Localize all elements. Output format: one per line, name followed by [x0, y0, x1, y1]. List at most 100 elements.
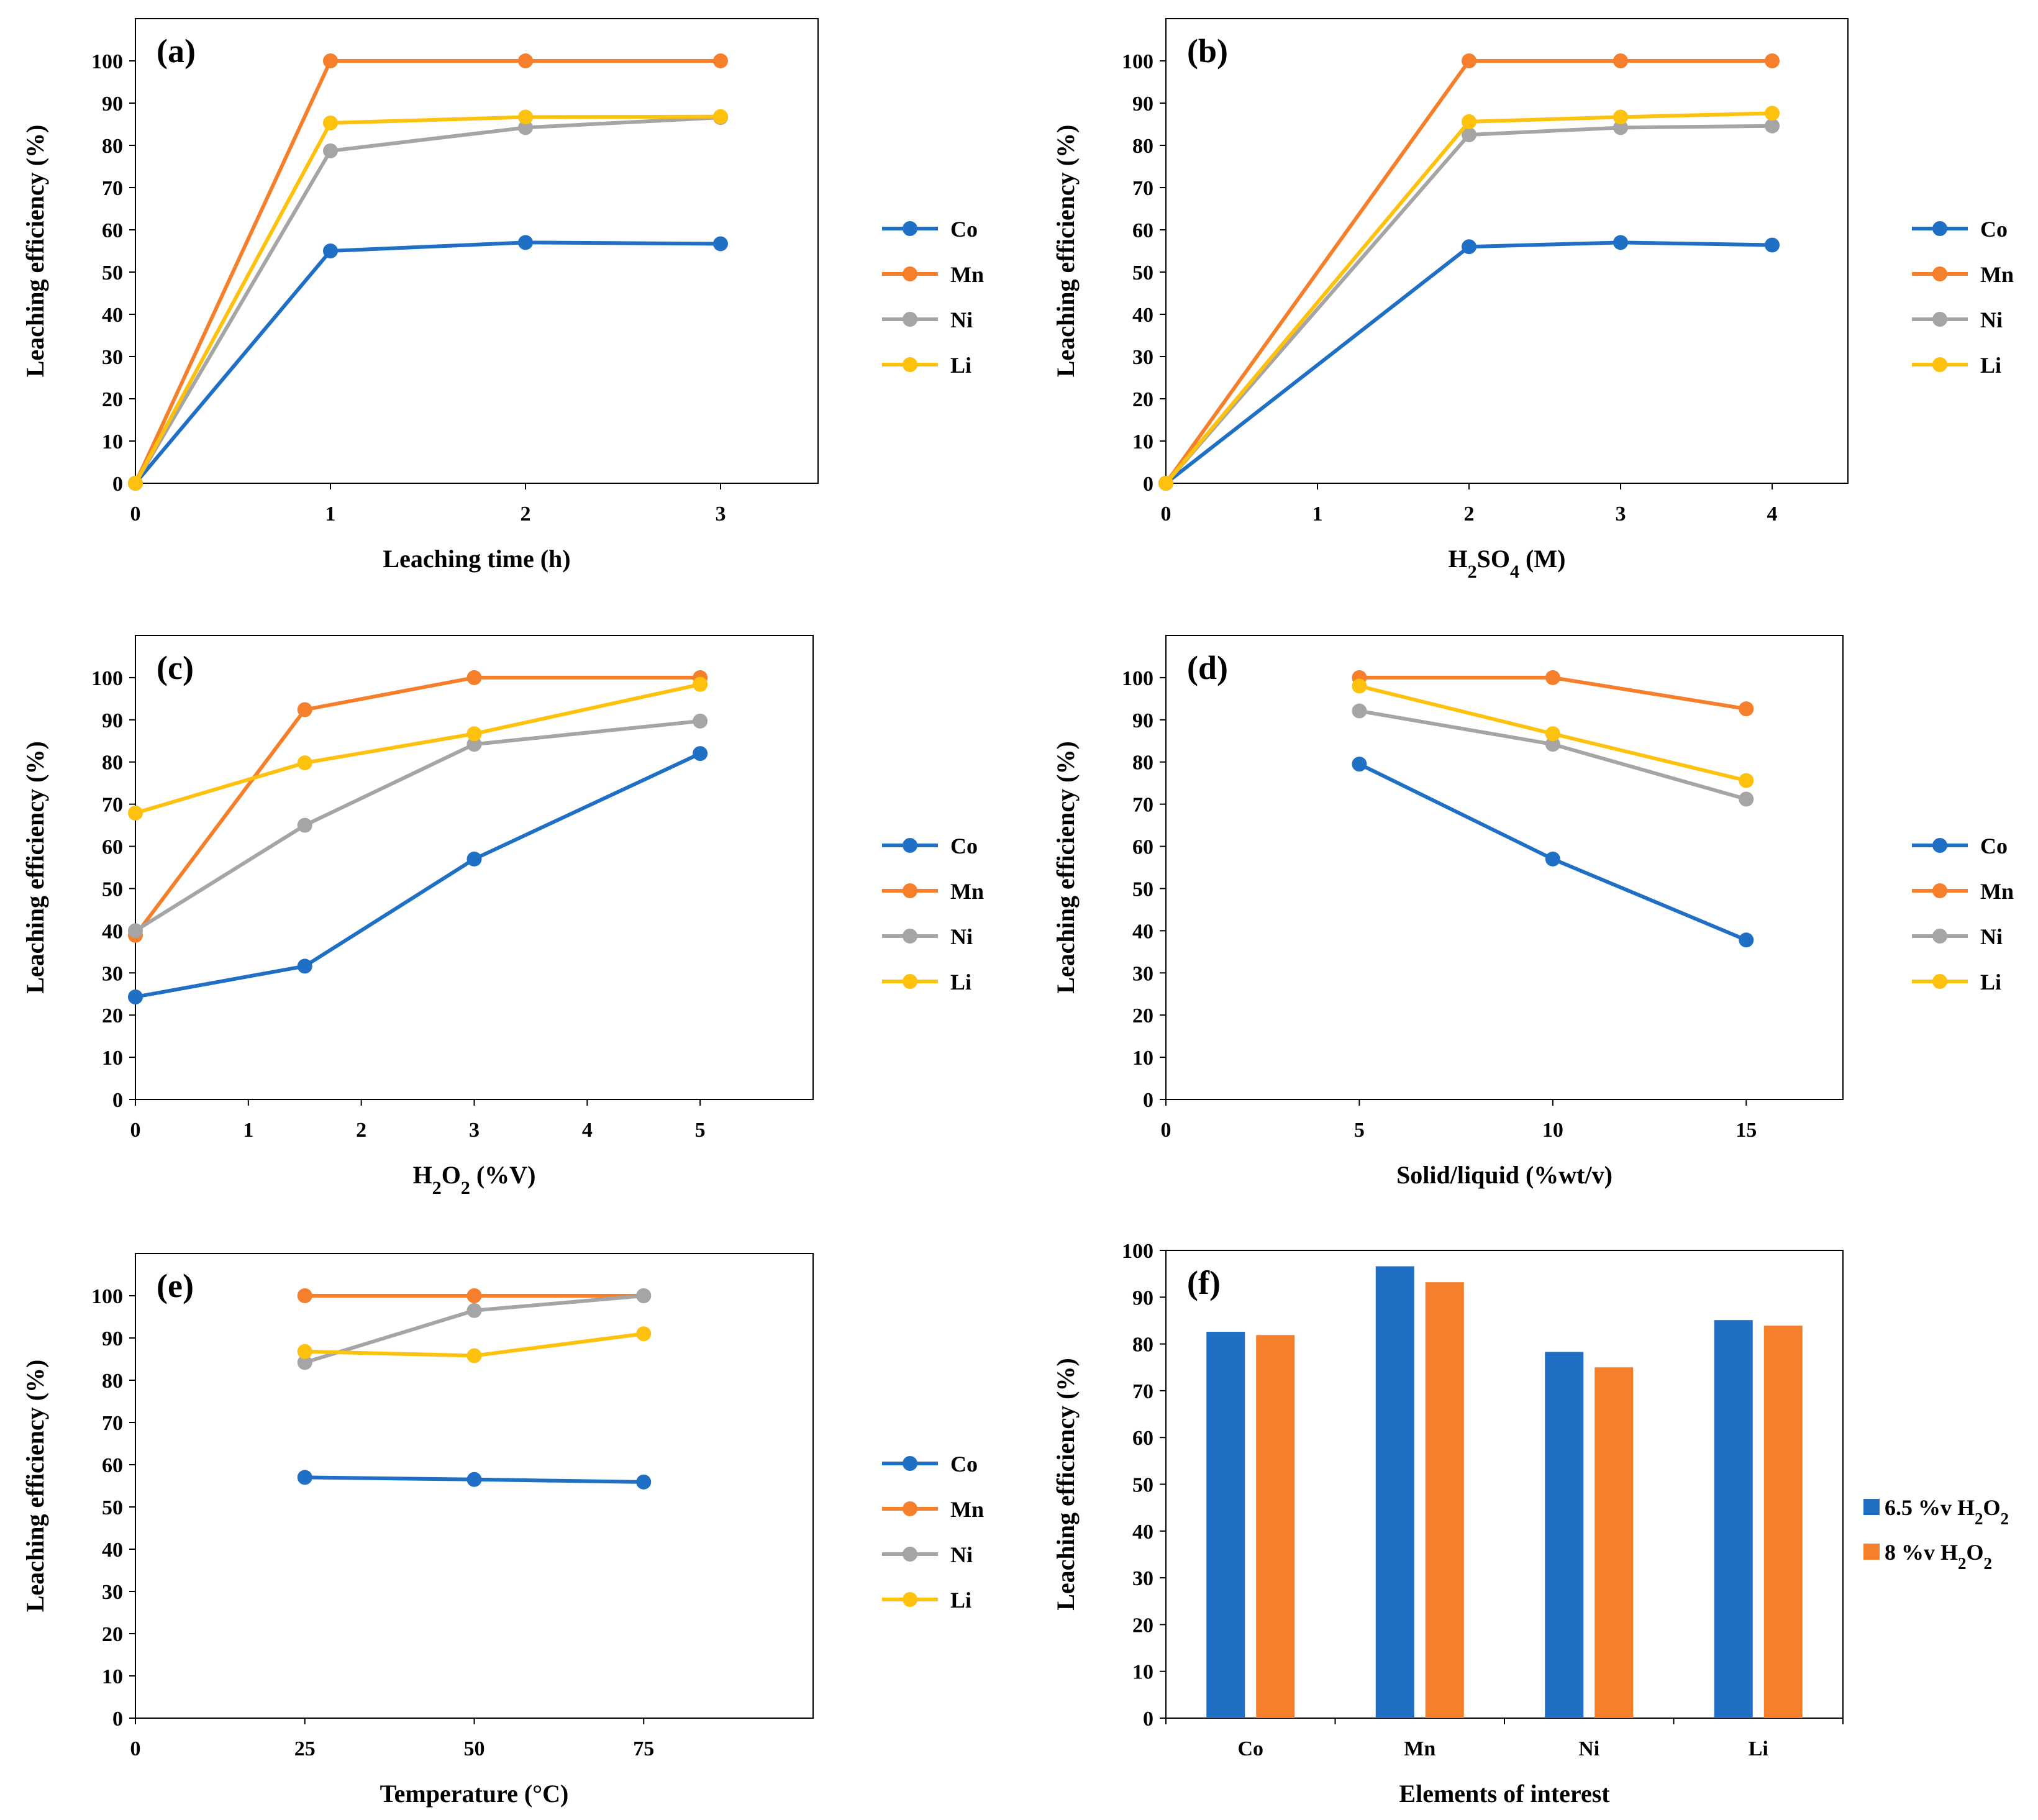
panel-label: (c) [157, 649, 194, 686]
legend-label-li: Li [950, 970, 971, 994]
x-tick-label: 0 [1161, 1119, 1171, 1142]
data-point-co [297, 958, 312, 974]
y-tick-label: 80 [1132, 1334, 1153, 1357]
data-point-li [466, 1348, 482, 1363]
x-category-label: Mn [1404, 1737, 1435, 1760]
x-tick-label: 4 [1767, 503, 1778, 526]
y-tick-label: 0 [112, 1089, 123, 1112]
data-point-ni [297, 817, 312, 833]
legend-label-co: Co [950, 834, 978, 858]
data-point-co [1765, 237, 1780, 253]
y-tick-label: 30 [102, 962, 123, 985]
x-tick-label: 0 [1161, 503, 1171, 526]
y-tick-label: 30 [1132, 962, 1153, 985]
data-point-ni [128, 923, 143, 939]
x-tick-label: 3 [469, 1119, 480, 1142]
x-category-label: Ni [1578, 1737, 1599, 1760]
data-point-ni [323, 143, 338, 158]
data-point-mn [518, 53, 533, 68]
y-tick-label: 50 [1132, 1474, 1153, 1497]
series-line-mn [134, 675, 701, 937]
legend-label-li: Li [950, 1588, 971, 1613]
series-line-ni [134, 719, 701, 932]
data-point-co [1352, 757, 1367, 772]
data-point-li [323, 115, 338, 130]
bar-mn-h2o2-8 [1425, 1282, 1464, 1718]
legend-label-mn: Mn [1980, 879, 2014, 904]
y-tick-label: 30 [1132, 346, 1153, 369]
data-point-ni [693, 713, 708, 729]
y-tick-label: 100 [91, 667, 123, 690]
x-tick-label: 3 [1616, 503, 1626, 526]
y-tick-label: 40 [1132, 920, 1153, 943]
y-tick-label: 10 [102, 430, 123, 453]
legend-marker-co [903, 1456, 917, 1471]
x-axis-title: H2SO4 (M) [1449, 545, 1566, 582]
panel-label: (f) [1187, 1264, 1221, 1301]
x-axis-title: H2O2 (%V) [413, 1161, 536, 1198]
y-tick-label: 40 [102, 920, 123, 943]
legend-marker-co [1932, 838, 1947, 853]
y-axis-title: Leaching efficiency (%) [21, 741, 49, 994]
y-tick-label: 100 [1122, 50, 1153, 73]
y-tick-label: 10 [1132, 430, 1153, 453]
legend-marker-mn [903, 883, 917, 898]
y-tick-label: 70 [102, 1412, 123, 1435]
y-tick-label: 70 [102, 794, 123, 817]
legend-label-co: Co [1980, 217, 2008, 242]
bar-mn-h2o2-6-5 [1375, 1266, 1414, 1718]
bar-li-h2o2-8 [1763, 1326, 1803, 1718]
series-line-ni [1164, 124, 1773, 485]
y-tick-label: 10 [102, 1047, 123, 1070]
x-tick-label: 5 [1354, 1119, 1365, 1142]
y-tick-label: 70 [1132, 794, 1153, 817]
data-point-mn [297, 1288, 312, 1303]
y-tick-label: 60 [102, 1454, 123, 1477]
y-tick-label: 40 [1132, 1521, 1153, 1544]
series-line-co [135, 752, 701, 999]
x-tick-label: 0 [130, 1737, 141, 1760]
data-point-mn [1739, 701, 1754, 717]
legend-label-li: Li [1980, 970, 2001, 994]
y-tick-label: 10 [102, 1665, 123, 1688]
x-category-label: Co [1237, 1737, 1263, 1760]
legend-marker-ni [903, 929, 917, 944]
x-tick-label: 2 [521, 503, 531, 526]
y-tick-label: 100 [1122, 1240, 1153, 1263]
y-tick-label: 20 [102, 1004, 123, 1027]
y-tick-label: 20 [1132, 388, 1153, 411]
legend-marker-li [903, 1592, 917, 1607]
series-line-co [1165, 240, 1773, 485]
data-point-co [1545, 851, 1560, 867]
legend-label-co: Co [950, 217, 978, 242]
x-tick-label: 0 [130, 1119, 141, 1142]
data-point-co [518, 235, 533, 250]
series-line-mn [134, 59, 721, 485]
legend-label-mn: Mn [950, 262, 984, 287]
bar-co-h2o2-8 [1256, 1335, 1295, 1718]
legend-label-mn: Mn [950, 1497, 984, 1522]
legend-label-ni: Ni [1980, 307, 2003, 332]
data-point-li [466, 726, 482, 742]
data-point-co [323, 243, 338, 258]
legend-marker-ni [1932, 929, 1947, 944]
legend-marker-mn [903, 266, 917, 281]
y-tick-label: 0 [1143, 1089, 1153, 1112]
legend-label-co: Co [1980, 834, 2008, 858]
y-tick-label: 50 [102, 878, 123, 901]
data-point-li [1765, 106, 1780, 121]
legend-marker-ni [903, 312, 917, 327]
data-point-co [1613, 235, 1628, 250]
data-point-ni [1739, 791, 1754, 807]
x-axis-title: Elements of interest [1399, 1780, 1610, 1808]
y-tick-label: 90 [1132, 709, 1153, 732]
y-tick-label: 80 [102, 135, 123, 158]
data-point-li [297, 755, 312, 771]
bar-ni-h2o2-6-5 [1545, 1352, 1584, 1718]
x-tick-label: 3 [716, 503, 726, 526]
legend-marker-co [903, 838, 917, 853]
legend-label-co: Co [950, 1452, 978, 1476]
y-tick-label: 90 [102, 93, 123, 116]
